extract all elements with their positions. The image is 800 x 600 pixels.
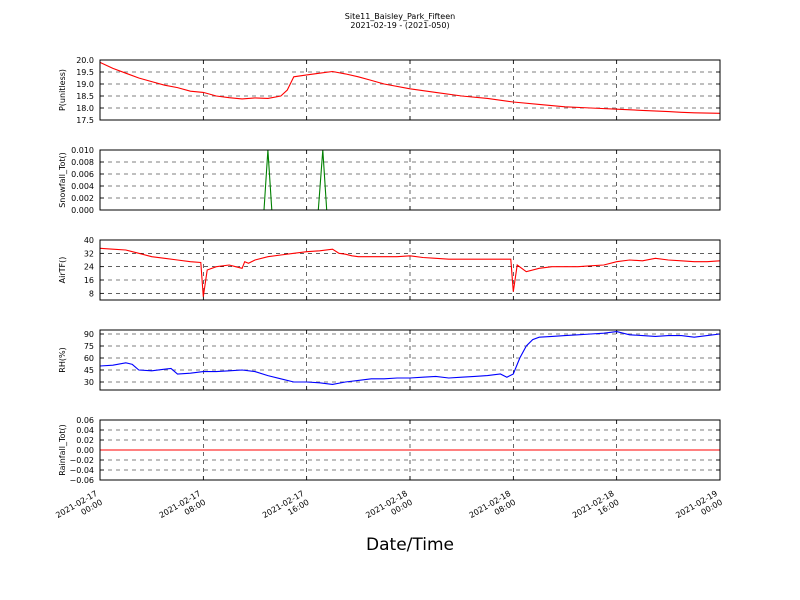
y-tick-label: 20.0 xyxy=(76,56,94,65)
panel-1: 17.5 18.0 18.5 19.0 19.5 20.0 P(unitless) xyxy=(58,56,721,125)
y-tick-label: 0.04 xyxy=(76,426,94,435)
y-axis-label: P(unitless) xyxy=(58,69,67,111)
plot-frame xyxy=(99,329,721,391)
series-line xyxy=(99,61,721,114)
y-tick-label: 0.02 xyxy=(76,436,94,445)
y-tick-label: 24 xyxy=(84,263,94,272)
y-tick-label: 0.008 xyxy=(71,158,94,167)
y-tick-label: 19.5 xyxy=(76,68,94,77)
y-tick-label: −0.06 xyxy=(69,476,94,485)
x-axis-label: Date/Time xyxy=(366,535,454,555)
x-tick-label: 2021-02-1800:00 xyxy=(364,489,414,529)
x-tick-label: 2021-02-1716:00 xyxy=(261,489,311,529)
y-tick-label: 45 xyxy=(84,366,94,375)
y-tick-label: 0.006 xyxy=(71,170,94,179)
y-tick-label: 19.0 xyxy=(76,80,94,89)
x-tick-label: 2021-02-1816:00 xyxy=(571,489,621,529)
y-tick-label: 0.002 xyxy=(71,194,94,203)
y-tick-label: 0.000 xyxy=(71,206,94,215)
y-tick-label: 18.5 xyxy=(76,92,94,101)
y-tick-label: 0.06 xyxy=(76,416,94,425)
plot-frame xyxy=(99,59,721,121)
chart-title-line2: 2021-02-19 - (2021-050) xyxy=(350,21,449,30)
y-tick-label: 17.5 xyxy=(76,116,94,125)
y-tick-label: 32 xyxy=(84,249,94,258)
y-tick-label: 0.00 xyxy=(76,446,94,455)
panel-3: 8 16 24 32 40 AirTF() xyxy=(58,236,721,301)
plot-frame xyxy=(99,239,721,301)
y-tick-label: −0.02 xyxy=(69,456,94,465)
y-tick-label: 90 xyxy=(84,330,94,339)
y-tick-label: 30 xyxy=(84,378,94,387)
y-axis-label: Rainfall_Tot() xyxy=(58,424,67,476)
x-tick-label: 2021-02-1808:00 xyxy=(468,489,518,529)
plot-frame xyxy=(99,149,721,211)
series-line xyxy=(99,247,721,297)
y-tick-label: 16 xyxy=(84,276,94,285)
panel-4: 30 45 60 75 90 RH(%) xyxy=(58,329,721,391)
panel-2: 0.000 0.002 0.004 0.006 0.008 0.010 Snowfall_T… xyxy=(58,146,721,215)
y-tick-label: 0.010 xyxy=(71,146,94,155)
y-tick-label: 0.004 xyxy=(71,182,94,191)
y-axis-label: AirTF() xyxy=(58,257,67,284)
x-tick-label: 2021-02-1900:00 xyxy=(674,489,724,529)
y-tick-label: 75 xyxy=(84,342,94,351)
chart-title-line1: Site11_Baisley_Park_Fifteen xyxy=(345,12,455,21)
y-tick-label: 40 xyxy=(84,236,94,245)
y-axis-label: RH(%) xyxy=(58,347,67,372)
y-tick-label: 60 xyxy=(84,354,94,363)
panel-5: −0.06−0.04−0.020.000.020.040.06 Rainfall_… xyxy=(58,416,721,485)
plot-frame xyxy=(99,419,721,481)
y-tick-label: 8 xyxy=(89,289,94,298)
y-axis-label: Snowfall_Tot() xyxy=(58,152,67,208)
panels-group: 17.518.018.519.019.520.0P(unitless)0.000… xyxy=(54,56,724,529)
y-tick-label: −0.04 xyxy=(69,466,94,475)
x-tick-label: 2021-02-1708:00 xyxy=(158,489,208,529)
series-line xyxy=(99,331,721,385)
y-tick-label: 18.0 xyxy=(76,104,94,113)
x-tick-label: 2021-02-1700:00 xyxy=(54,489,104,529)
